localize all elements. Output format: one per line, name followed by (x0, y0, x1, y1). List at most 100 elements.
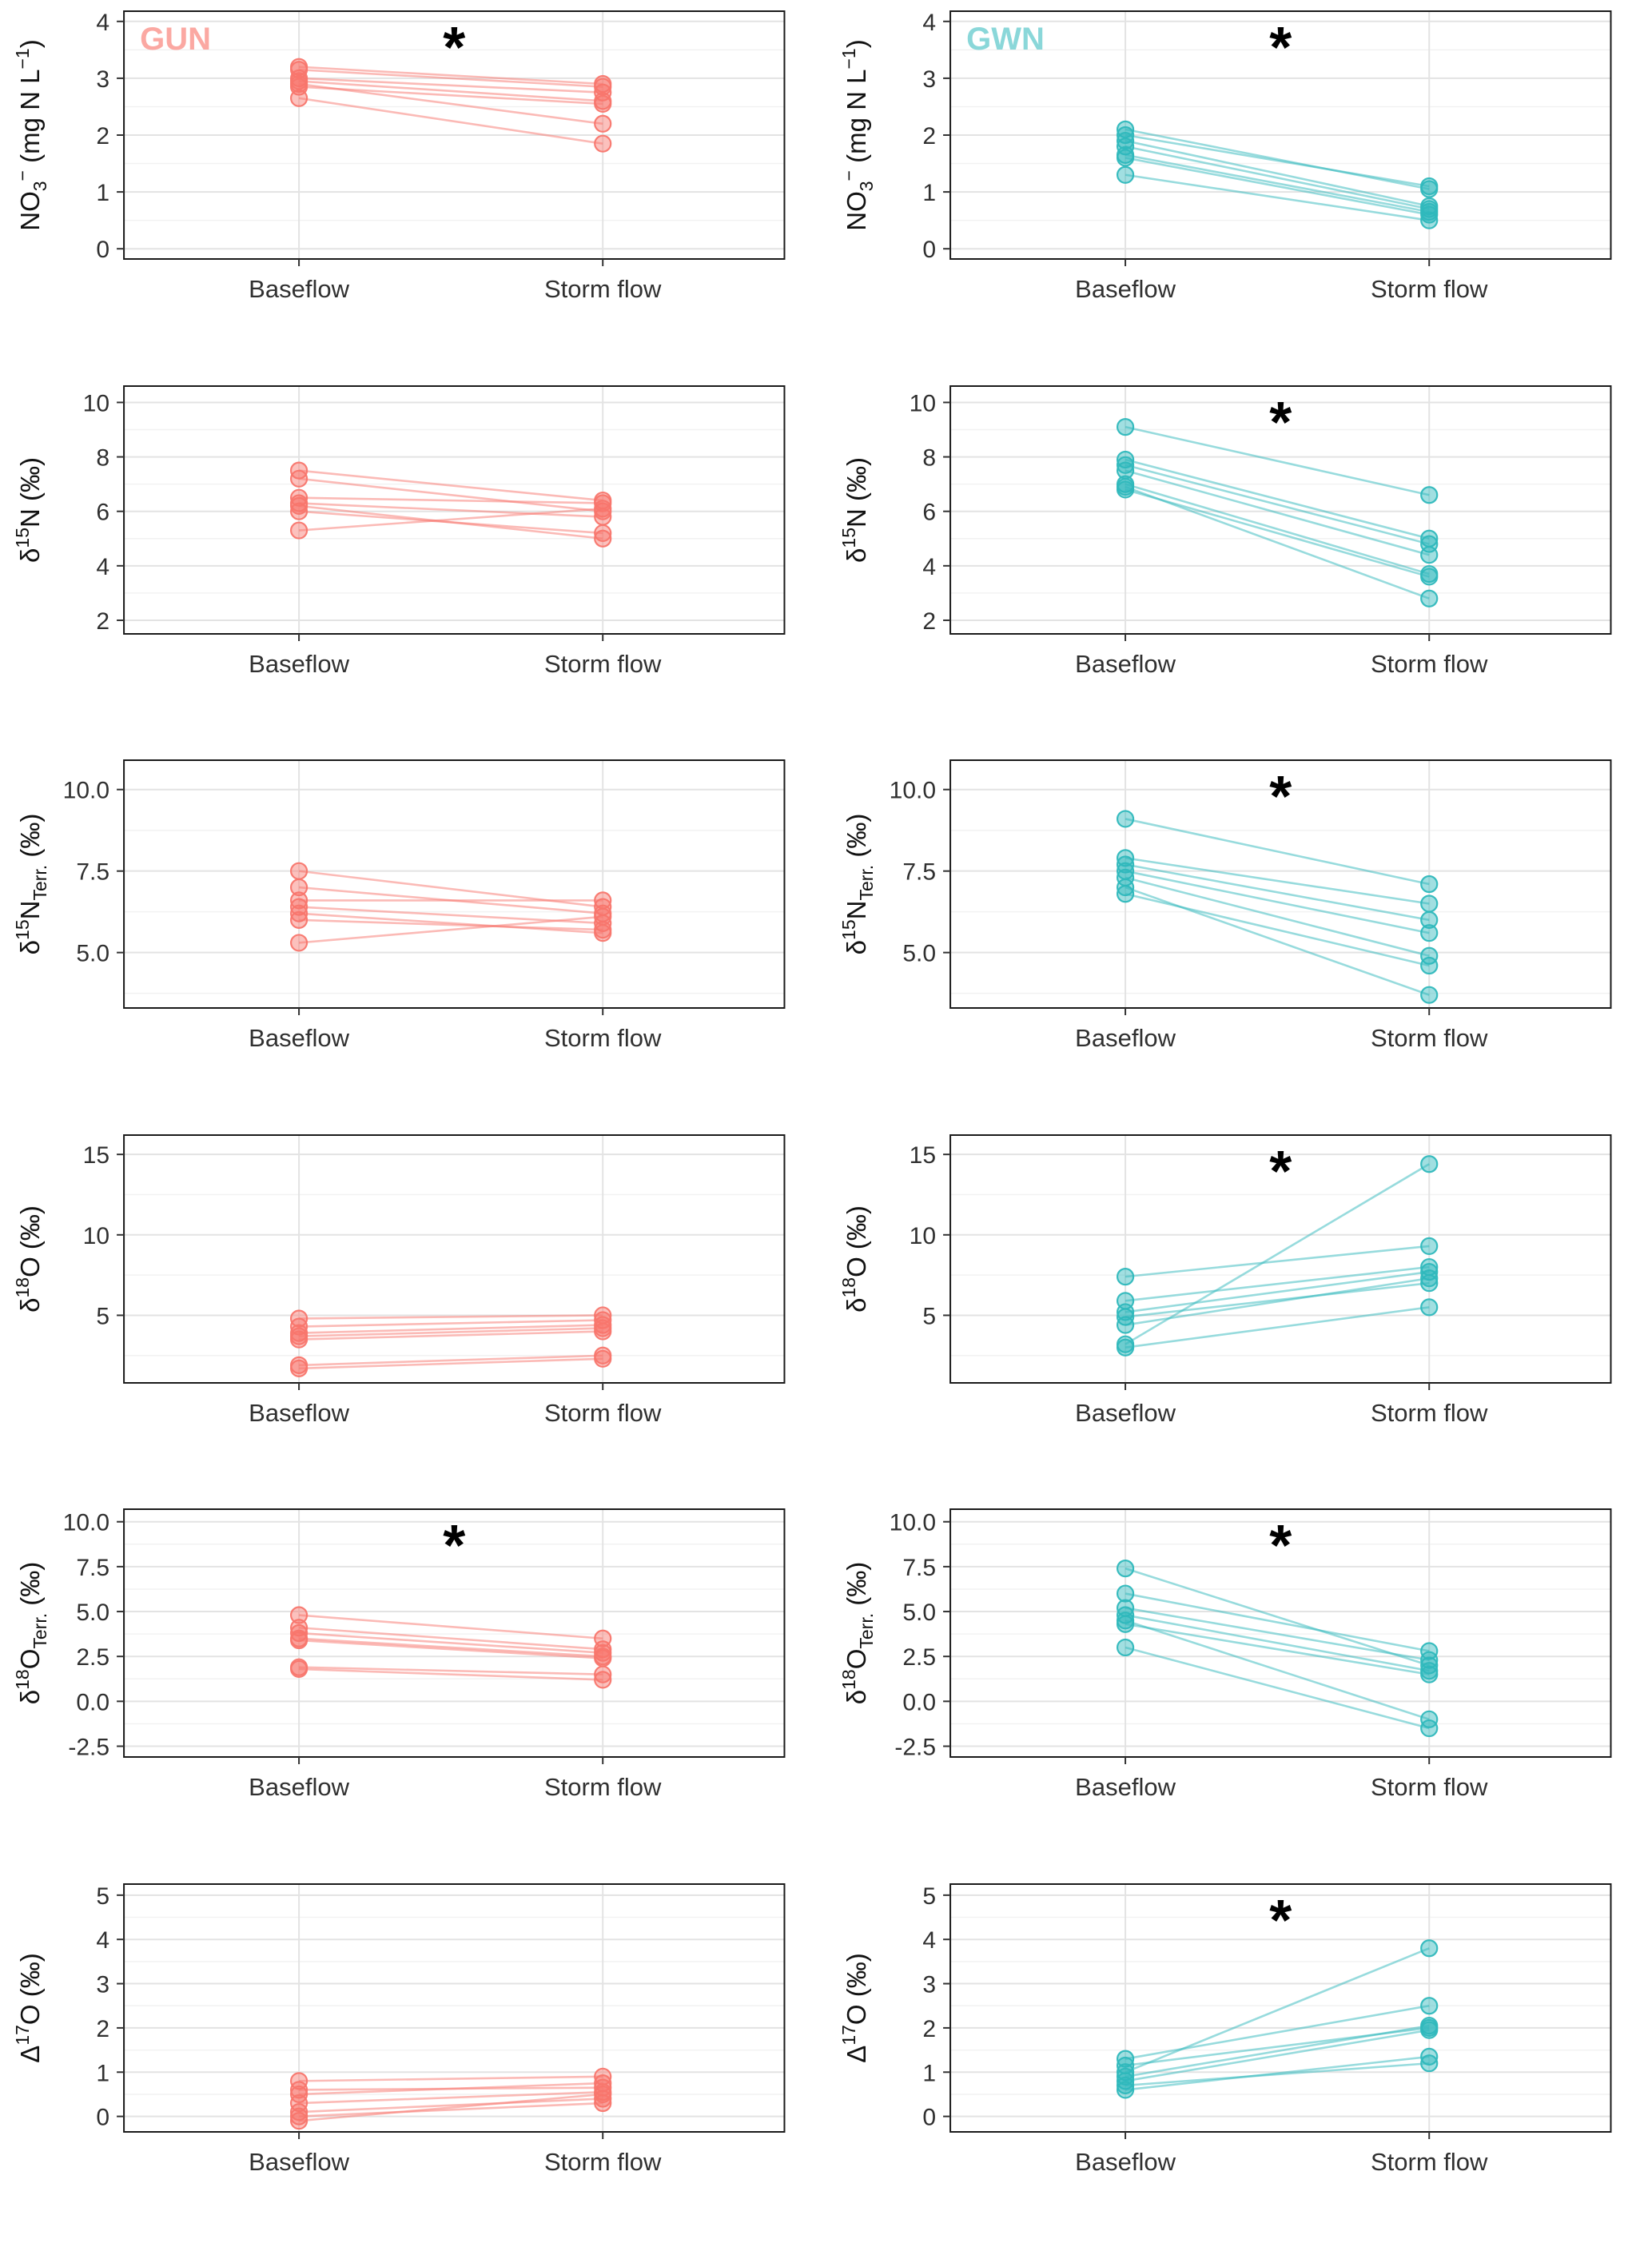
y-tick-label: 2.5 (76, 1644, 109, 1671)
data-point (1116, 885, 1134, 903)
data-line (298, 86, 603, 106)
data-point (1419, 1996, 1438, 2014)
panel-gwn-d17o: 0 1 2 3 4 5 Baseflow Storm flow * Δ17O (‰) (826, 1872, 1652, 2247)
data-point (594, 134, 612, 153)
panel-gun-d18o-terr: -2.5 0.0 2.5 5.0 7.5 10.0 Baseflow Storm flow * δ… (0, 1498, 826, 1873)
chart-gwn-no3: 0 1 2 3 4 Baseflow Storm flow * GWN NO3− (mg N L−… (838, 10, 1611, 303)
data-point (1116, 1584, 1134, 1603)
y-tick-label: 2 (922, 123, 936, 149)
y-tick-label: -2.5 (894, 1735, 936, 1761)
data-point (1419, 1237, 1438, 1255)
data-point (1419, 545, 1438, 564)
panel-border (949, 759, 1611, 1009)
data-line (1125, 2024, 1429, 2078)
y-tick-label: 10.0 (889, 778, 935, 804)
data-point (1419, 986, 1438, 1004)
data-line (299, 2082, 603, 2095)
x-tick-label: Storm flow (544, 1773, 662, 1801)
data-point (1116, 149, 1134, 167)
data-point (1419, 1938, 1438, 1957)
data-point (1116, 1638, 1134, 1657)
data-line (1125, 458, 1430, 540)
data-line (299, 1313, 603, 1320)
data-line (1125, 145, 1429, 210)
y-tick-label: 8 (96, 444, 109, 471)
data-line (298, 68, 603, 88)
y-tick-label: 4 (922, 10, 936, 36)
data-point (289, 891, 309, 910)
data-point (594, 891, 612, 910)
data-point (289, 904, 309, 922)
chart-gwn-d15n: 2 4 6 8 10 Baseflow Storm flow * δ15N (‰) (838, 384, 1611, 678)
data-line (1125, 1623, 1429, 1675)
y-tick-label: 3 (96, 66, 109, 93)
data-point (594, 78, 612, 96)
data-point (594, 914, 612, 933)
data-point (289, 89, 309, 107)
data-line (1125, 485, 1430, 600)
chart-gwn-d15n-terr: 5.0 7.5 10.0 Baseflow Storm flow * δ15NTerr. (… (838, 759, 1611, 1052)
data-point (1419, 1642, 1438, 1660)
y-tick-label: 5.0 (76, 941, 109, 967)
data-line (299, 1667, 603, 1681)
y-tick-label: 2 (922, 608, 936, 634)
data-point (1116, 1267, 1134, 1285)
data-point (594, 94, 612, 113)
significance-asterisk: * (1269, 1140, 1292, 1204)
data-line (1125, 870, 1429, 934)
y-tick-label: 7.5 (76, 859, 109, 886)
y-tick-label: 2 (96, 2015, 109, 2042)
data-point (289, 1317, 309, 1336)
y-tick-label: 4 (96, 10, 109, 36)
data-point (594, 499, 612, 517)
data-point (1419, 924, 1438, 942)
data-point (594, 1321, 612, 1341)
data-point (289, 520, 309, 540)
chart-gun-d15n-terr: 5.0 7.5 10.0 Baseflow Storm flow δ15NTerr. (‰… (12, 759, 786, 1052)
x-tick-label: Storm flow (1370, 1773, 1487, 1801)
y-axis-title: NO3− (mg N L−1) (838, 39, 877, 230)
significance-asterisk: * (443, 16, 465, 80)
significance-asterisk: * (1269, 1514, 1292, 1578)
y-tick-label: 2 (96, 608, 109, 634)
panel-border (123, 384, 786, 635)
y-tick-label: 2.5 (902, 1644, 936, 1671)
data-point (1419, 1719, 1438, 1738)
panel-background (124, 1134, 785, 1383)
data-point (594, 529, 612, 548)
data-point (1419, 205, 1438, 224)
data-line (299, 496, 603, 504)
data-point (289, 2107, 309, 2125)
y-tick-label: 1 (922, 180, 936, 206)
data-line (298, 1614, 603, 1640)
data-point (594, 1349, 612, 1368)
chart-gun-d17o: 0 1 2 3 4 5 Baseflow Storm flow Δ17O (‰) (12, 1882, 786, 2176)
data-line (1125, 818, 1429, 886)
data-line (1125, 464, 1430, 545)
y-tick-label: 3 (922, 1971, 936, 1998)
data-line (1125, 2062, 1429, 2086)
data-line (1124, 1162, 1430, 1345)
y-tick-label: 10 (83, 1222, 109, 1249)
data-point (289, 910, 309, 929)
y-tick-label: 15 (83, 1142, 109, 1169)
y-tick-label: 7.5 (76, 1555, 109, 1581)
data-point (594, 2085, 612, 2103)
y-axis-title: δ15NTerr. (‰) (838, 814, 877, 955)
x-tick-label: Storm flow (1370, 650, 1487, 678)
data-line (1125, 482, 1430, 575)
x-tick-label: Baseflow (249, 2148, 349, 2176)
y-axis-title: δ18O (‰) (838, 1205, 871, 1313)
y-tick-label: 0.0 (902, 1689, 936, 1715)
x-tick-label: Baseflow (249, 275, 349, 303)
y-tick-label: 10.0 (63, 1510, 109, 1536)
panel-gun-d15n: 2 4 6 8 10 Baseflow Storm flow δ15N (‰) (0, 374, 826, 749)
y-axis-title: δ15N (‰) (838, 457, 871, 563)
data-line (1125, 1245, 1429, 1277)
data-line (299, 2097, 603, 2113)
data-point (1116, 480, 1134, 499)
group-corner-label: GUN (140, 22, 211, 57)
significance-asterisk: * (1269, 391, 1292, 455)
data-line (298, 66, 603, 86)
data-point (594, 907, 612, 926)
